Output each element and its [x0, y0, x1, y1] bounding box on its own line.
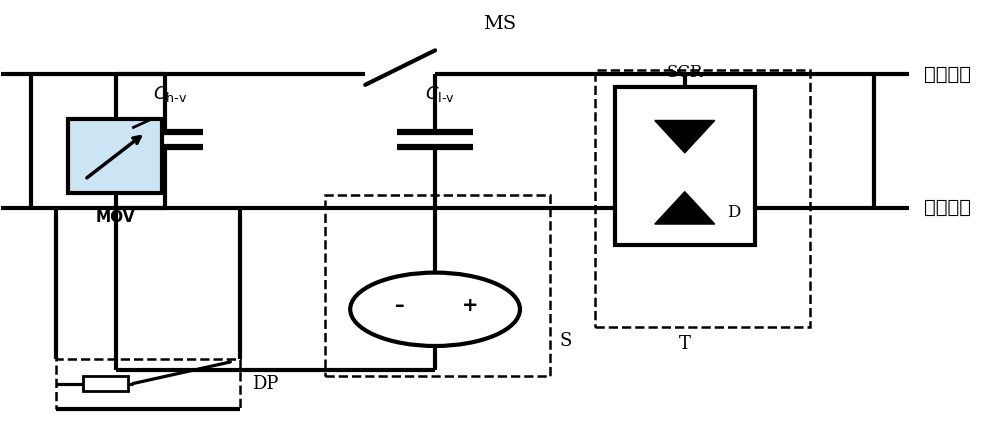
Bar — [595, 70, 810, 326]
Text: D: D — [727, 204, 740, 221]
Bar — [83, 376, 128, 391]
Polygon shape — [655, 120, 715, 153]
Text: $C_{\mathrm{h\text{-}v}}$: $C_{\mathrm{h\text{-}v}}$ — [153, 84, 188, 104]
Text: MS: MS — [483, 16, 517, 33]
Text: 阻容支路: 阻容支路 — [924, 198, 971, 217]
Text: DP: DP — [252, 375, 279, 393]
Text: T: T — [679, 335, 691, 353]
Bar — [325, 195, 550, 376]
Text: –: – — [395, 296, 405, 315]
Text: SCR: SCR — [666, 64, 703, 81]
Polygon shape — [655, 192, 715, 224]
Bar — [56, 359, 240, 409]
Text: $C_{\mathrm{l\text{-}v}}$: $C_{\mathrm{l\text{-}v}}$ — [425, 84, 455, 104]
Bar — [615, 87, 755, 245]
Text: +: + — [462, 296, 478, 315]
Text: S: S — [560, 332, 572, 350]
Text: MOV: MOV — [96, 210, 135, 225]
Text: 通流支路: 通流支路 — [924, 65, 971, 84]
Bar — [68, 120, 162, 193]
